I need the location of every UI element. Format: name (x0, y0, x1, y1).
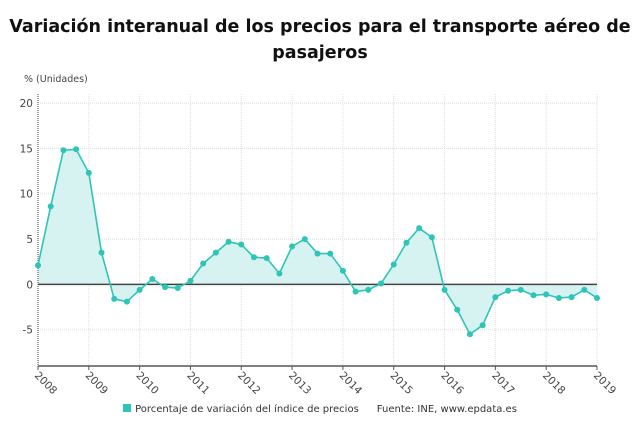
x-tick-label: 2011 (184, 370, 211, 397)
data-point (466, 331, 473, 338)
data-point (390, 261, 397, 268)
data-point (378, 280, 385, 287)
y-tick-label: 20 (20, 98, 33, 110)
data-point (200, 260, 207, 267)
data-point (301, 236, 308, 243)
data-point (543, 291, 550, 298)
area-fill (38, 149, 597, 335)
data-point (47, 203, 54, 210)
data-point (479, 322, 486, 329)
data-point (263, 255, 270, 262)
data-point (339, 267, 346, 274)
data-point (314, 250, 321, 257)
data-point (187, 277, 194, 284)
data-point (35, 262, 41, 269)
y-tick-label: 15 (20, 143, 33, 155)
data-point (581, 286, 588, 293)
data-point (98, 249, 105, 256)
x-tick-label: 2009 (83, 370, 110, 397)
data-point (149, 275, 156, 282)
x-tick-label: 2013 (286, 370, 313, 397)
data-point (428, 234, 435, 241)
data-point (555, 295, 562, 301)
x-tick-label: 2012 (235, 370, 262, 397)
data-point (403, 239, 410, 246)
chart-title: Variación interanual de los precios para… (9, 17, 631, 63)
x-tick-label: 2018 (540, 370, 567, 397)
x-tick-label: 2008 (32, 370, 59, 397)
x-tick-label: 2017 (489, 370, 516, 397)
data-point (250, 254, 257, 261)
data-point (505, 287, 512, 294)
data-point (289, 243, 296, 250)
data-point (123, 298, 130, 305)
data-point (416, 225, 423, 232)
data-point (73, 146, 80, 153)
x-tick-label: 2016 (438, 370, 466, 398)
x-tick-label: 2014 (337, 370, 365, 398)
data-point (352, 288, 359, 295)
y-tick-label: 10 (20, 189, 33, 201)
data-point (174, 285, 181, 292)
data-point (225, 238, 232, 245)
source-label: Fuente: INE, www.epdata.es (376, 404, 517, 415)
series-line (37, 148, 598, 336)
data-point (568, 294, 575, 301)
data-point (454, 306, 461, 313)
data-point (85, 169, 92, 176)
data-point (111, 295, 118, 302)
data-point (517, 286, 524, 293)
legend: Porcentaje de variación del índice de pr… (0, 404, 640, 415)
x-tick-label: 2019 (591, 370, 618, 397)
data-point (594, 295, 600, 301)
data-point (492, 294, 499, 301)
data-point (212, 249, 219, 256)
data-point (365, 286, 372, 293)
y-tick-label: 5 (26, 234, 33, 246)
legend-label: Porcentaje de variación del índice de pr… (135, 404, 359, 415)
y-tick-label: -5 (23, 325, 33, 337)
data-point (238, 241, 245, 248)
x-tick-label: 2015 (388, 370, 415, 397)
legend-swatch (123, 404, 132, 412)
data-point (136, 286, 143, 293)
y-tick-label: 0 (26, 279, 33, 291)
y-axis-label: % (Unidades) (24, 74, 88, 85)
data-point (530, 292, 537, 299)
data-point (327, 250, 334, 257)
data-point (60, 147, 67, 154)
data-point (441, 286, 448, 293)
data-point (162, 284, 169, 291)
x-tick-label: 2010 (134, 370, 161, 397)
data-point (276, 270, 283, 277)
